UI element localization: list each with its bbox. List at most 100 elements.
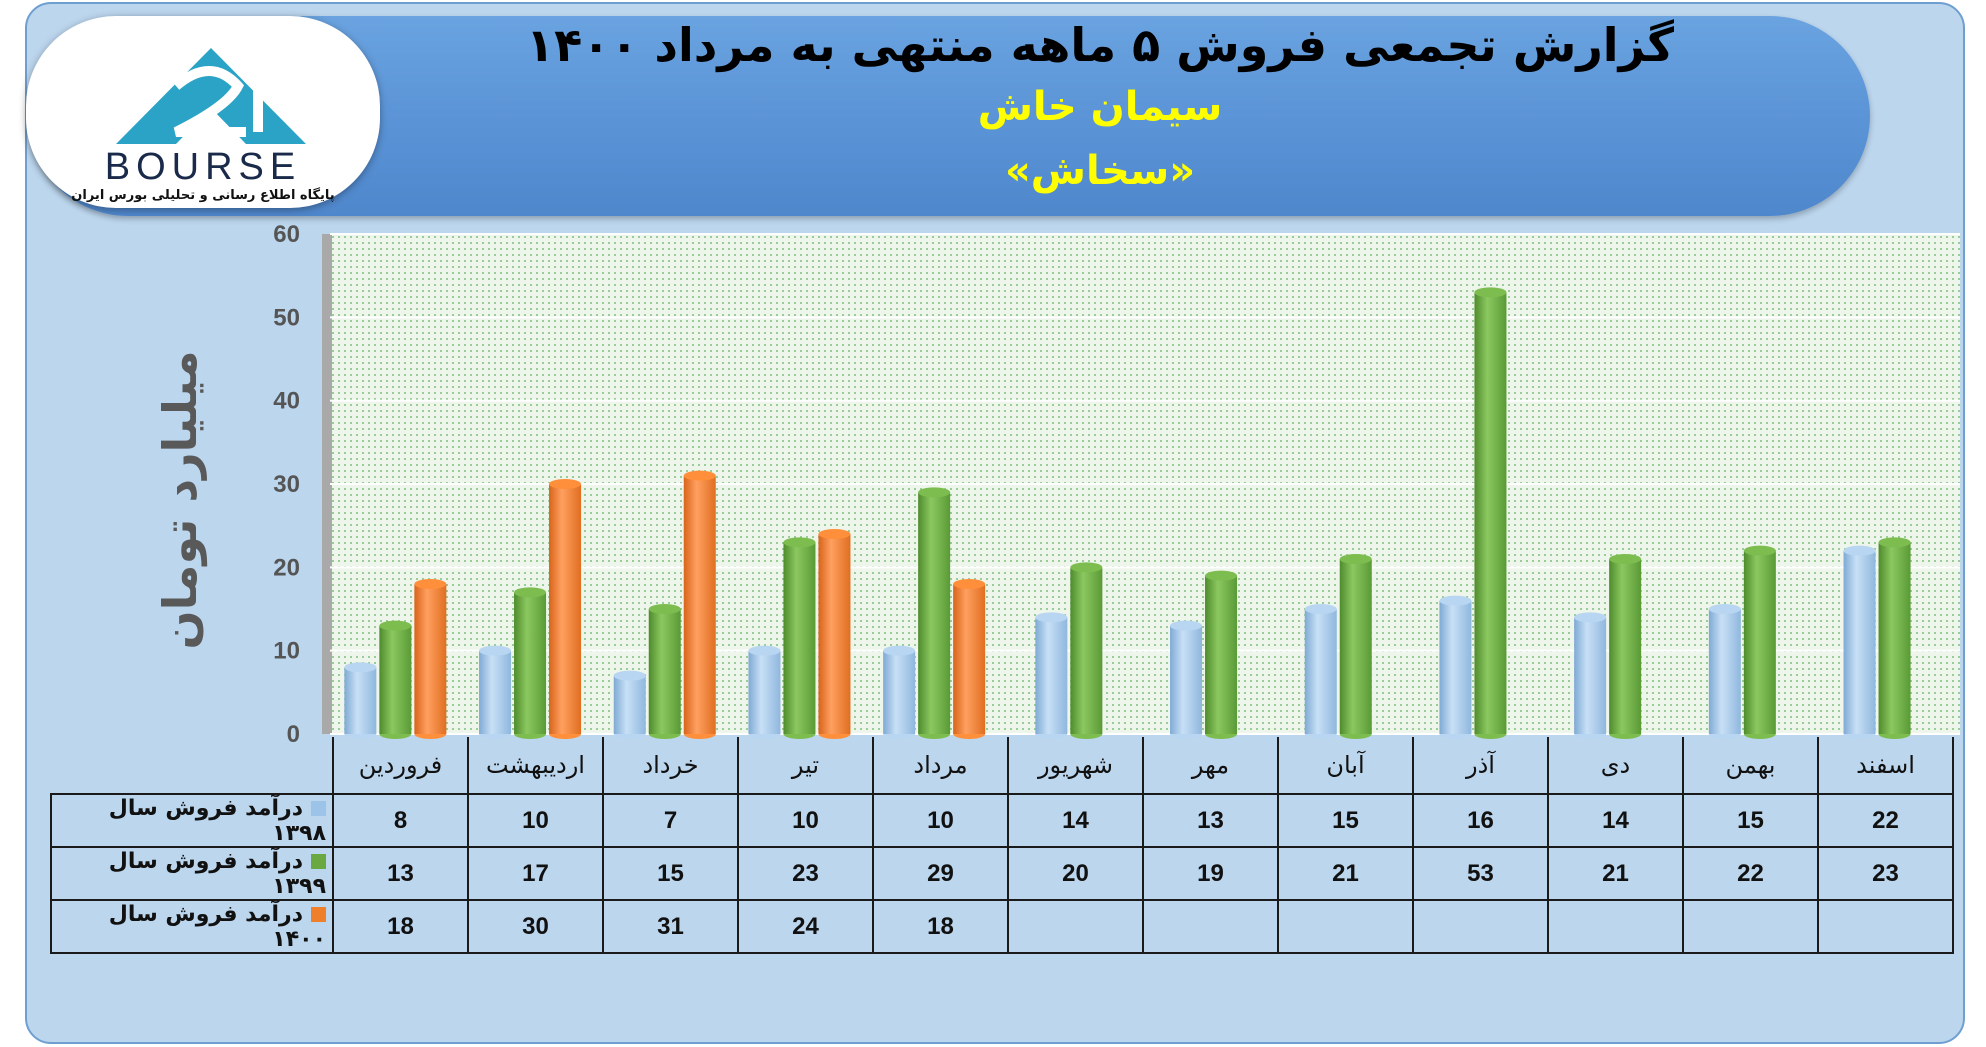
bar [344,662,377,739]
data-cell: 23 [1817,846,1954,901]
data-cell [1682,899,1819,954]
series-name-1400: درآمد فروش سال ۱۴۰۰ [108,901,326,952]
bar-top [613,670,646,681]
bar [1574,612,1607,739]
category-label: آذر [1412,737,1549,795]
bar-top [514,587,547,598]
bar-body [344,667,377,734]
bar-body [379,625,412,734]
bar-top [1205,570,1238,581]
bar-body [883,650,916,734]
bar-body [549,484,582,734]
bar [648,604,681,739]
bar-top [783,537,816,548]
bar-top [344,662,377,673]
bar [1205,570,1238,739]
bar-top [1574,612,1607,623]
data-cell: 19 [1142,846,1279,901]
bar [514,587,547,739]
category-label: تیر [737,737,874,795]
data-cell [1142,899,1279,954]
company-symbol: «سخاش» [1004,148,1196,194]
series-label-1399: درآمد فروش سال ۱۳۹۹ [50,846,334,901]
bar-body [1609,559,1642,734]
bar [953,579,986,739]
bar-body [683,475,716,734]
bar-top [918,487,951,498]
bar-body [1304,609,1337,734]
logo-text: BOURSE [104,146,302,188]
bar-body [613,675,646,734]
data-cell: 22 [1682,846,1819,901]
bar-body [1474,292,1507,734]
bar-top [549,479,582,489]
bar [1339,554,1372,739]
bar [1070,562,1103,739]
category-header-row: فروردین اردیبهشت خرداد تیر مرداد شهریور مهر آبا… [51,737,1954,795]
data-cell: 7 [602,793,739,848]
bar-body [1070,567,1103,734]
data-cell: 29 [872,846,1009,901]
bar [1878,537,1911,739]
bar-top [1304,604,1337,614]
bar-top [1708,604,1741,614]
data-cell: 17 [467,846,604,901]
data-cell [1817,899,1954,954]
data-cell: 23 [737,846,874,901]
bar-body [1878,542,1911,734]
bar-top [1170,620,1203,631]
bar-top [1743,545,1776,556]
bar [414,579,447,739]
bar-top [479,645,512,656]
bar-top [953,579,986,589]
y-tick-label: 60 [273,221,300,248]
bar-top [818,529,851,539]
category-label: خرداد [602,737,739,795]
bar-top [414,579,447,589]
bar [479,645,512,739]
data-cell: 30 [467,899,604,954]
bar-top [1474,287,1507,298]
data-cell: 14 [1547,793,1684,848]
bar-body [1574,617,1607,734]
bar-body [1035,617,1068,734]
category-label: اردیبهشت [467,737,604,795]
data-cell: 15 [1277,793,1414,848]
bar-top [1843,545,1876,556]
data-cell: 15 [602,846,739,901]
category-label: فروردین [332,737,469,795]
y-tick-label: 20 [273,554,300,581]
bar-body [748,650,781,734]
bar-body [918,492,951,734]
table-row: درآمد فروش سال ۱۳۹۸ 8 10 7 10 10 14 13 15 16 14 15… [50,793,1954,848]
bar-top [1609,554,1642,564]
y-tick-label: 50 [273,304,300,331]
category-label: اسفند [1817,737,1954,795]
legend-swatch-1400 [311,907,326,922]
bar-top [1339,554,1372,564]
category-label: مهر [1142,737,1279,795]
bar [1035,612,1068,739]
bar-top [883,645,916,656]
data-cell: 10 [467,793,604,848]
bar-body [783,542,816,734]
bar [1843,545,1876,739]
data-cell: 22 [1817,793,1954,848]
category-label: دی [1547,737,1684,795]
series-name-1398: درآمد فروش سال ۱۳۹۸ [108,795,326,846]
data-cell: 14 [1007,793,1144,848]
category-label: مرداد [872,737,1009,795]
bar-body [514,592,547,734]
data-cell [1277,899,1414,954]
bar [1439,595,1472,739]
data-cell [1412,899,1549,954]
table-row: درآمد فروش سال ۱۳۹۹ 13 17 15 23 29 20 19 21 53 21… [50,846,1954,901]
data-cell: 10 [872,793,1009,848]
bar-body [1439,600,1472,734]
bar [1474,287,1507,739]
report-title: گزارش تجمعی فروش ۵ ماهه منتهی به مرداد ۱… [526,18,1674,72]
data-cell: 20 [1007,846,1144,901]
bar [613,670,646,739]
bar-body [1170,625,1203,734]
